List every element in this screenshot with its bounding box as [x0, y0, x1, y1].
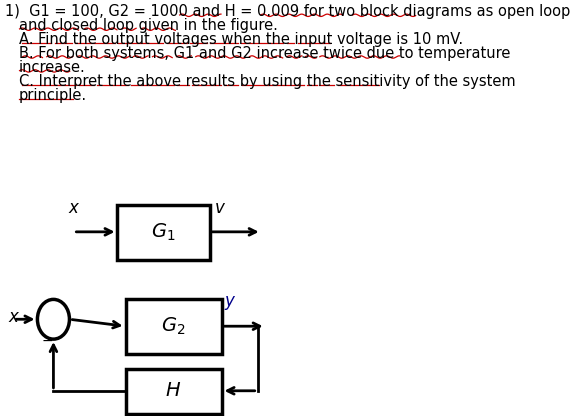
- Text: A. Find the output voltages when the input voltage is 10 mV.: A. Find the output voltages when the inp…: [19, 32, 463, 47]
- Text: and closed loop given in the figure.: and closed loop given in the figure.: [19, 18, 278, 33]
- Text: $-$: $-$: [42, 333, 53, 347]
- Text: principle.: principle.: [19, 88, 87, 103]
- Text: $v$: $v$: [214, 200, 225, 217]
- Text: $H$: $H$: [166, 382, 181, 400]
- Text: 1)  G1 = 100, G2 = 1000 and H = 0.009 for two block diagrams as open loop: 1) G1 = 100, G2 = 1000 and H = 0.009 for…: [5, 4, 571, 19]
- Text: $y$: $y$: [224, 294, 237, 312]
- Text: $x$: $x$: [68, 200, 80, 217]
- Text: C. Interpret the above results by using the sensitivity of the system: C. Interpret the above results by using …: [19, 74, 515, 89]
- Bar: [126, 369, 221, 414]
- Bar: [126, 299, 221, 354]
- Text: B. For both systems, G1 and G2 increase twice due to temperature: B. For both systems, G1 and G2 increase …: [19, 46, 510, 61]
- Bar: [117, 205, 210, 260]
- Text: increase.: increase.: [19, 60, 86, 75]
- Text: $G_2$: $G_2$: [161, 316, 185, 337]
- Text: $G_1$: $G_1$: [151, 222, 176, 243]
- Text: $x$: $x$: [8, 309, 20, 327]
